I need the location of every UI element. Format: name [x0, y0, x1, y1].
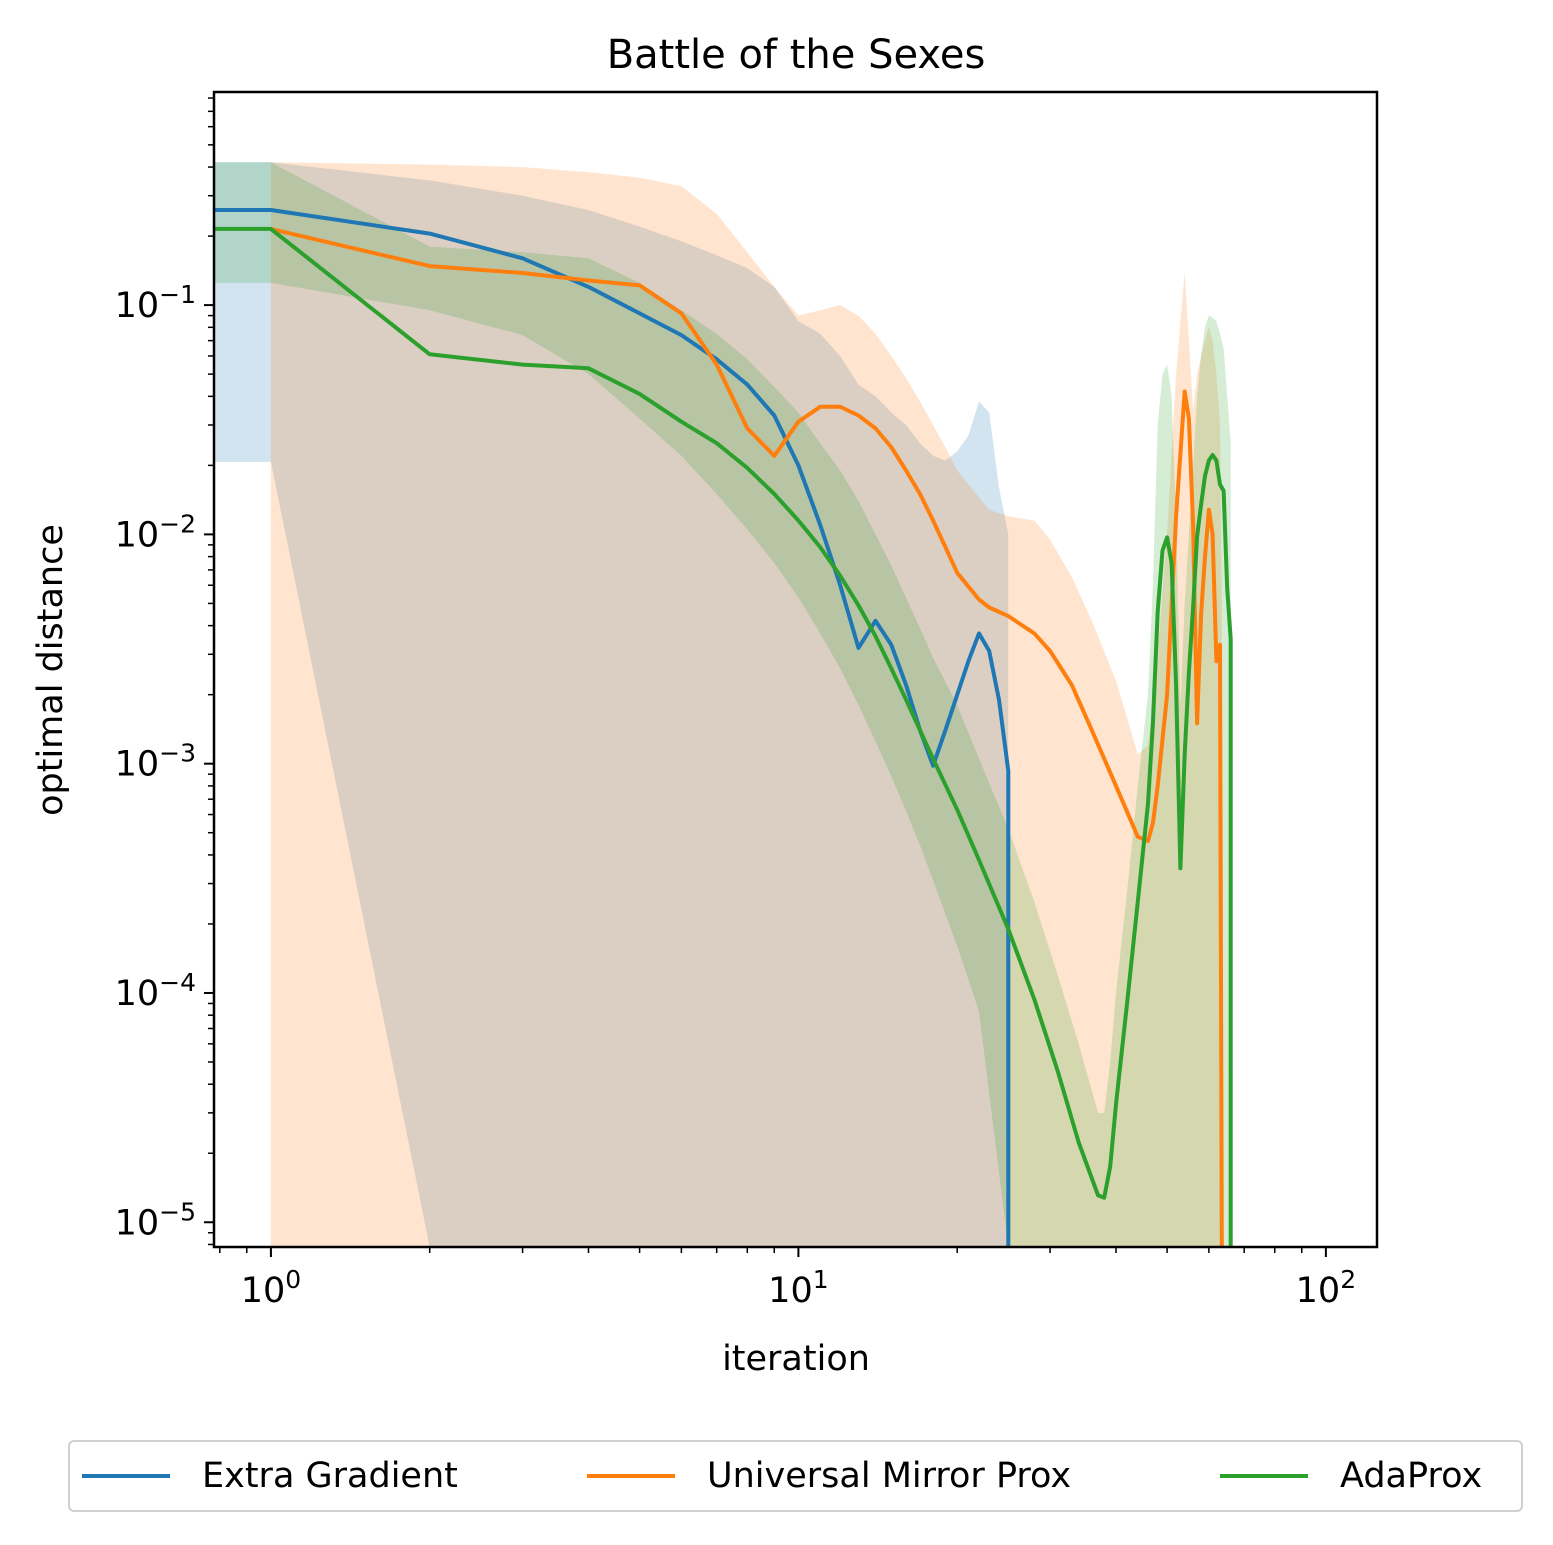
- legend-swatch-extra-gradient: [82, 1474, 170, 1478]
- legend-swatch-universal-mirror-prox: [587, 1474, 675, 1478]
- y-tick-label: 10−4: [115, 968, 196, 1014]
- chart-title: Battle of the Sexes: [607, 32, 986, 78]
- legend-item-extra-gradient: Extra Gradient: [82, 1442, 458, 1510]
- y-tick-label: 10−1: [115, 280, 196, 326]
- y-axis-ticks: 10−1 10−2 10−3 10−4 10−5: [115, 97, 214, 1246]
- y-tick-label: 10−2: [115, 509, 196, 555]
- legend-label-adaprox: AdaProx: [1340, 1456, 1483, 1496]
- legend-label-universal-mirror-prox: Universal Mirror Prox: [707, 1456, 1072, 1496]
- legend-item-universal-mirror-prox: Universal Mirror Prox: [587, 1442, 1071, 1510]
- y-axis-label: optimal distance: [31, 524, 71, 816]
- x-tick-label: 101: [768, 1265, 828, 1311]
- plot-frame: [212, 90, 1379, 1249]
- legend-swatch-adaprox: [1220, 1474, 1308, 1478]
- legend: Extra Gradient Universal Mirror Prox Ada…: [68, 1440, 1523, 1512]
- x-axis-label: iteration: [722, 1339, 870, 1379]
- adaprox-band: [214, 162, 1231, 1248]
- x-tick-label: 102: [1296, 1265, 1356, 1311]
- y-tick-label: 10−5: [115, 1197, 196, 1243]
- universal-mirror-prox-line: [270, 226, 1224, 1248]
- legend-item-adaprox: AdaProx: [1220, 1442, 1482, 1510]
- extra-gradient-band: [214, 162, 1009, 1248]
- x-tick-label: 100: [241, 1265, 301, 1311]
- confidence-bands: [214, 162, 1231, 1248]
- universal-mirror-prox-band: [270, 162, 1222, 1248]
- x-axis-ticks: 100 101 102: [219, 1247, 1356, 1311]
- legend-label-extra-gradient: Extra Gradient: [202, 1456, 458, 1496]
- series-lines: [214, 208, 1233, 1248]
- adaprox-line: [214, 226, 1233, 1247]
- extra-gradient-line: [214, 208, 1011, 1247]
- y-tick-label: 10−3: [115, 739, 196, 785]
